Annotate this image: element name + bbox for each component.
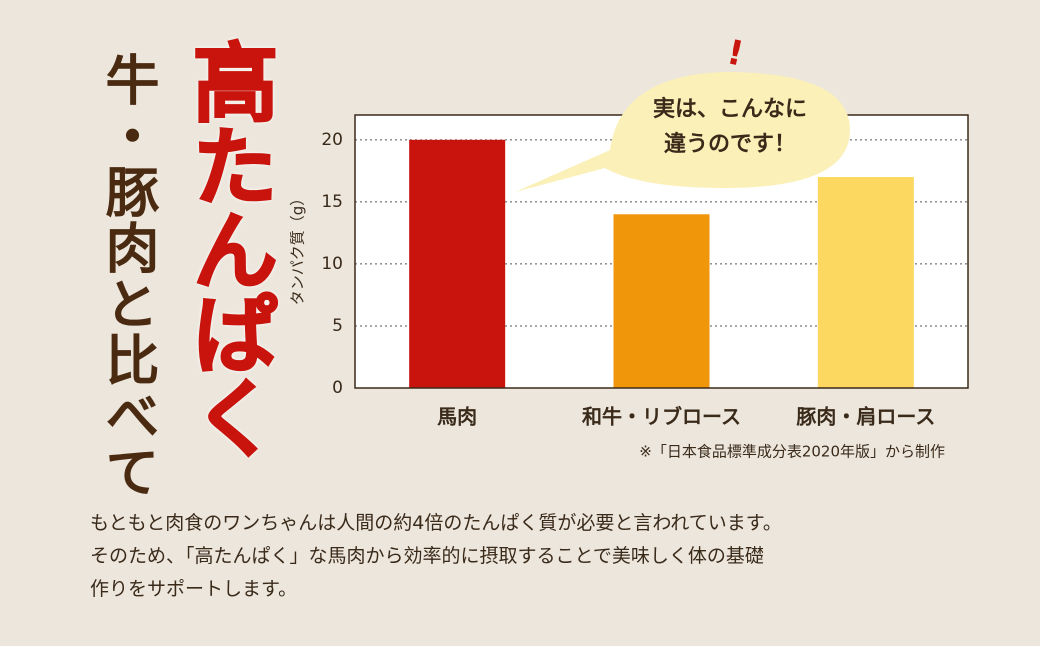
bar [817,177,914,388]
bubble-text: 実は、こんなに [653,96,807,122]
y-tick-label: 20 [321,130,343,150]
x-tick-label: 豚肉・肩ロース [796,405,935,429]
bubble-text: 違うのです！ [664,131,796,157]
body-text: もともと肉食のワンちゃんは人間の約4倍のたんぱく質が必要と言われています。 [90,512,782,534]
body-text: 作りをサポートします。 [90,578,298,600]
x-tick-label: 和牛・リブロース [582,405,741,429]
body-text: そのため、「高たんぱく」な馬肉から効率的に摂取することで美味しく体の基礎 [90,545,764,567]
sub-heading: 牛・豚肉と比べて [96,52,159,500]
speech-bubble [515,72,850,192]
y-tick-label: 5 [332,316,343,336]
bar [409,139,506,388]
source-note: ※「日本食品標準成分表2020年版」から制作 [639,443,945,461]
y-axis-label: タンパク質（g） [289,191,307,306]
bubble-mark: ! [724,32,747,74]
x-tick-label: 馬肉 [437,405,477,429]
y-tick-label: 10 [321,254,343,274]
main-heading: 高たんぱく [176,37,278,459]
y-tick-label: 15 [321,192,343,212]
y-tick-label: 0 [332,378,343,398]
bar [613,214,710,388]
